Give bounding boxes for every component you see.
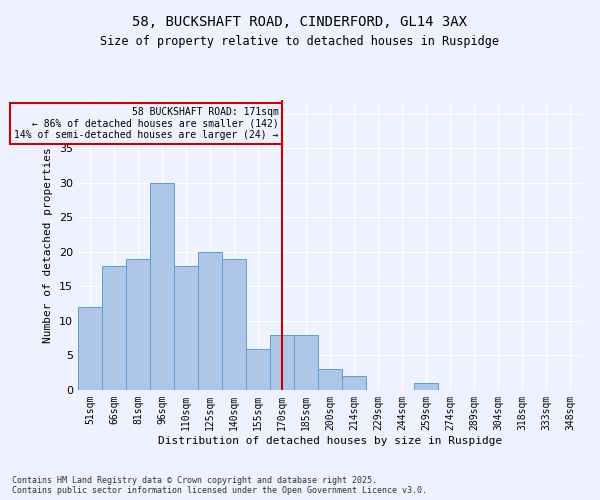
Bar [222, 259, 246, 390]
Text: Contains HM Land Registry data © Crown copyright and database right 2025.
Contai: Contains HM Land Registry data © Crown c… [12, 476, 427, 495]
Bar [318, 370, 342, 390]
Bar [126, 259, 150, 390]
Bar [174, 266, 198, 390]
Bar [414, 383, 438, 390]
Bar [342, 376, 366, 390]
X-axis label: Distribution of detached houses by size in Ruspidge: Distribution of detached houses by size … [158, 436, 502, 446]
Text: Size of property relative to detached houses in Ruspidge: Size of property relative to detached ho… [101, 35, 499, 48]
Bar [150, 183, 174, 390]
Y-axis label: Number of detached properties: Number of detached properties [43, 147, 53, 343]
Bar [78, 307, 102, 390]
Text: 58, BUCKSHAFT ROAD, CINDERFORD, GL14 3AX: 58, BUCKSHAFT ROAD, CINDERFORD, GL14 3AX [133, 15, 467, 29]
Bar [270, 335, 294, 390]
Bar [294, 335, 318, 390]
Bar [246, 348, 270, 390]
Bar [102, 266, 126, 390]
Text: 58 BUCKSHAFT ROAD: 171sqm
← 86% of detached houses are smaller (142)
14% of semi: 58 BUCKSHAFT ROAD: 171sqm ← 86% of detac… [14, 107, 278, 140]
Bar [198, 252, 222, 390]
